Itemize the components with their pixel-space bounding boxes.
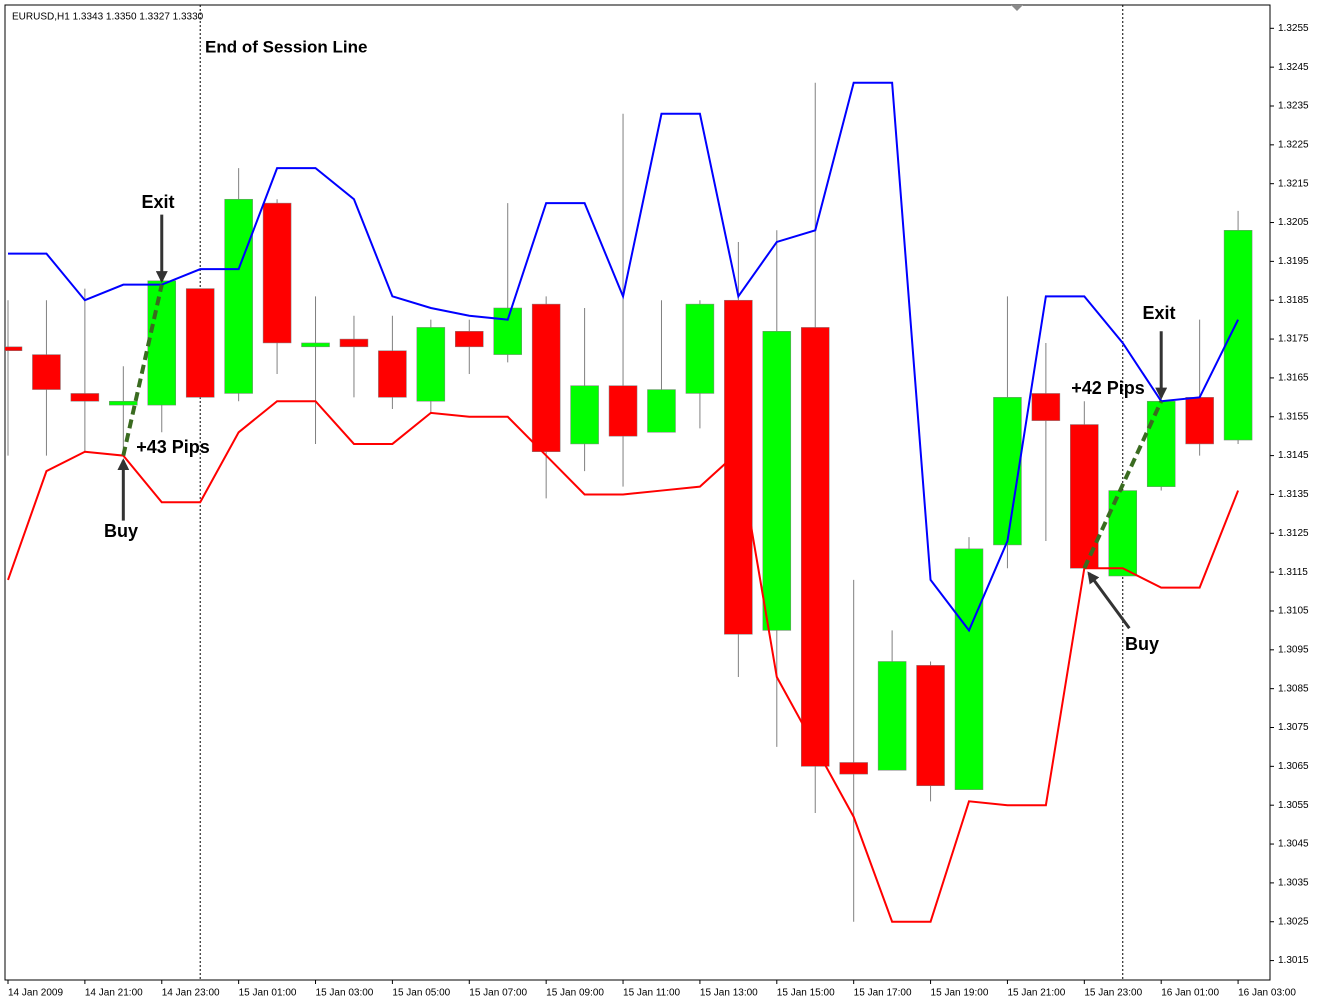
y-tick-label: 1.3085	[1278, 683, 1309, 694]
buy-label: Buy	[1125, 634, 1159, 654]
session-label: End of Session Line	[205, 37, 367, 56]
candle-body	[724, 299, 753, 635]
candle-body	[224, 198, 253, 394]
candle-body	[109, 400, 138, 406]
candle-body	[570, 385, 599, 445]
y-tick-label: 1.3105	[1278, 606, 1309, 617]
x-tick-label: 15 Jan 05:00	[392, 988, 450, 999]
candle-body	[954, 548, 984, 790]
y-tick-label: 1.3225	[1278, 139, 1309, 150]
candle-body	[1146, 400, 1176, 487]
y-tick-label: 1.3145	[1278, 450, 1309, 461]
candle-body	[147, 280, 177, 406]
x-tick-label: 15 Jan 15:00	[777, 988, 835, 999]
x-tick-label: 15 Jan 09:00	[546, 988, 604, 999]
candle-body	[685, 303, 715, 394]
y-tick-label: 1.3065	[1278, 761, 1309, 772]
candle-body	[1031, 393, 1061, 421]
candle-body	[877, 661, 907, 771]
candle-body	[993, 397, 1022, 546]
candle-body	[1070, 424, 1099, 569]
candle-body	[339, 338, 369, 348]
y-tick-label: 1.3125	[1278, 528, 1309, 539]
band-line	[7, 400, 1240, 923]
x-tick-label: 14 Jan 21:00	[85, 988, 143, 999]
exit-label: Exit	[141, 192, 174, 212]
candle-body	[262, 202, 292, 344]
candle-body	[185, 288, 215, 398]
y-tick-label: 1.3175	[1278, 334, 1309, 345]
candle-body	[916, 665, 945, 787]
candle-body	[1223, 230, 1253, 441]
y-tick-label: 1.3035	[1278, 878, 1309, 889]
y-tick-label: 1.3205	[1278, 217, 1309, 228]
candle-body	[32, 354, 61, 390]
trade-line	[1082, 400, 1164, 570]
candle-body	[762, 331, 792, 631]
candle-body	[531, 303, 561, 452]
plot-area	[5, 5, 1253, 980]
x-tick-label: 15 Jan 07:00	[469, 988, 527, 999]
pips-label: +43 Pips	[136, 437, 210, 457]
y-tick-label: 1.3075	[1278, 722, 1309, 733]
y-tick-label: 1.3165	[1278, 373, 1309, 384]
candle-body	[839, 762, 868, 775]
x-tick-label: 15 Jan 03:00	[316, 988, 374, 999]
band-line	[8, 81, 1239, 633]
y-tick-label: 1.3215	[1278, 178, 1309, 189]
candle-body	[416, 327, 446, 402]
y-tick-label: 1.3195	[1278, 256, 1309, 267]
candle-body	[1108, 490, 1138, 577]
chart-title: EURUSD,H1 1.3343 1.3350 1.3327 1.3330	[12, 12, 204, 23]
y-tick-label: 1.3255	[1278, 23, 1309, 34]
x-tick-label: 16 Jan 03:00	[1238, 988, 1296, 999]
pips-label: +42 Pips	[1071, 378, 1145, 398]
shift-marker	[1011, 5, 1023, 11]
candle-body	[493, 307, 522, 355]
y-tick-label: 1.3055	[1278, 800, 1309, 811]
trade-line	[121, 284, 164, 457]
y-tick-label: 1.3025	[1278, 916, 1309, 927]
x-tick-label: 15 Jan 23:00	[1084, 988, 1142, 999]
y-tick-label: 1.3235	[1278, 101, 1309, 112]
x-tick-label: 15 Jan 01:00	[239, 988, 297, 999]
y-tick-label: 1.3245	[1278, 62, 1309, 73]
candle-body	[1185, 397, 1214, 445]
x-tick-label: 15 Jan 11:00	[623, 988, 681, 999]
candle-body	[70, 393, 100, 402]
y-tick-label: 1.3135	[1278, 489, 1309, 500]
candle-body	[647, 389, 676, 433]
x-tick-label: 15 Jan 19:00	[931, 988, 989, 999]
y-tick-label: 1.3115	[1278, 567, 1308, 578]
x-tick-label: 14 Jan 2009	[8, 988, 63, 999]
buy-arrow	[1087, 571, 1131, 630]
x-tick-label: 15 Jan 21:00	[1007, 988, 1065, 999]
buy-label: Buy	[104, 521, 138, 541]
y-tick-label: 1.3095	[1278, 644, 1309, 655]
candle-body	[5, 346, 23, 351]
x-tick-label: 15 Jan 17:00	[854, 988, 912, 999]
candle-body	[301, 342, 330, 348]
x-tick-label: 15 Jan 13:00	[700, 988, 758, 999]
y-tick-label: 1.3045	[1278, 839, 1309, 850]
x-tick-label: 14 Jan 23:00	[162, 988, 220, 999]
candle-body	[608, 385, 638, 437]
y-tick-label: 1.3015	[1278, 955, 1309, 966]
candle-body	[800, 327, 830, 767]
y-tick-label: 1.3185	[1278, 295, 1309, 306]
y-tick-label: 1.3155	[1278, 411, 1309, 422]
exit-label: Exit	[1142, 303, 1175, 323]
candle-body	[378, 350, 407, 398]
x-tick-label: 16 Jan 01:00	[1161, 988, 1219, 999]
candle-body	[455, 331, 484, 348]
